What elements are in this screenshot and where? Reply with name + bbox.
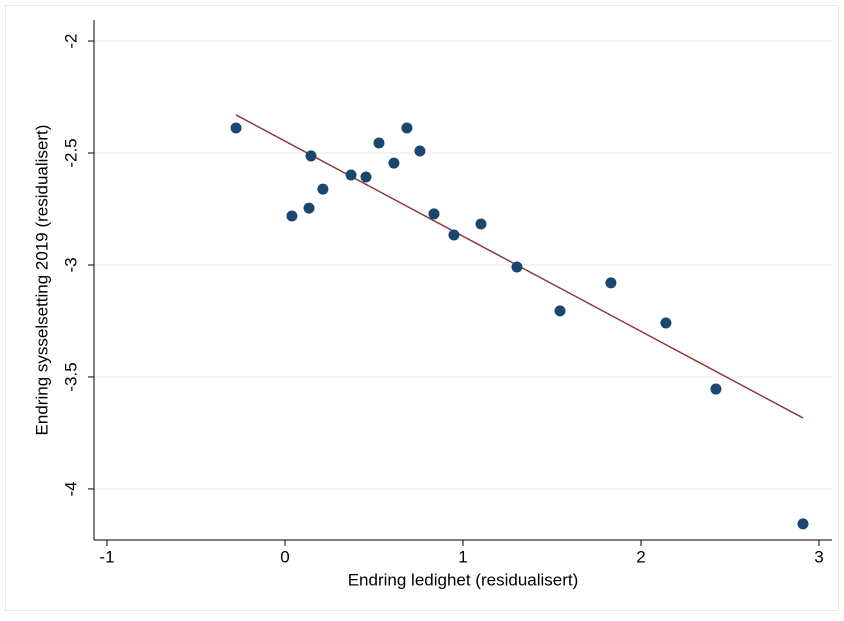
point (605, 277, 617, 289)
y-tick-label: -3.5 (61, 362, 80, 391)
point (710, 383, 722, 395)
frame (5, 5, 839, 611)
point (554, 305, 566, 317)
point (660, 317, 672, 329)
point (797, 518, 809, 530)
point (401, 122, 413, 134)
x-tick-label: 1 (458, 547, 467, 566)
point (448, 229, 460, 241)
point (230, 122, 242, 134)
point (317, 183, 329, 195)
x-tick-label: -1 (99, 547, 114, 566)
point (511, 261, 523, 273)
y-axis-title: Endring sysselsetting 2019 (residualiser… (32, 125, 51, 436)
point (305, 150, 317, 162)
point (428, 208, 440, 220)
x-axis-title: Endring ledighet (residualisert) (348, 570, 579, 589)
point (475, 218, 487, 230)
y-tick-label: -4 (61, 481, 80, 496)
x-tick-label: 3 (814, 547, 823, 566)
point (286, 210, 298, 222)
x-tick-label: 0 (280, 547, 289, 566)
y-tick-label: -2.5 (61, 138, 80, 167)
point (373, 137, 385, 149)
x-tick-label: 2 (636, 547, 645, 566)
point (303, 202, 315, 214)
y-tick-label: -3 (61, 257, 80, 272)
point (414, 145, 426, 157)
point (360, 171, 372, 183)
point (345, 169, 357, 181)
y-tick-label: -2 (61, 33, 80, 48)
point (388, 157, 400, 169)
